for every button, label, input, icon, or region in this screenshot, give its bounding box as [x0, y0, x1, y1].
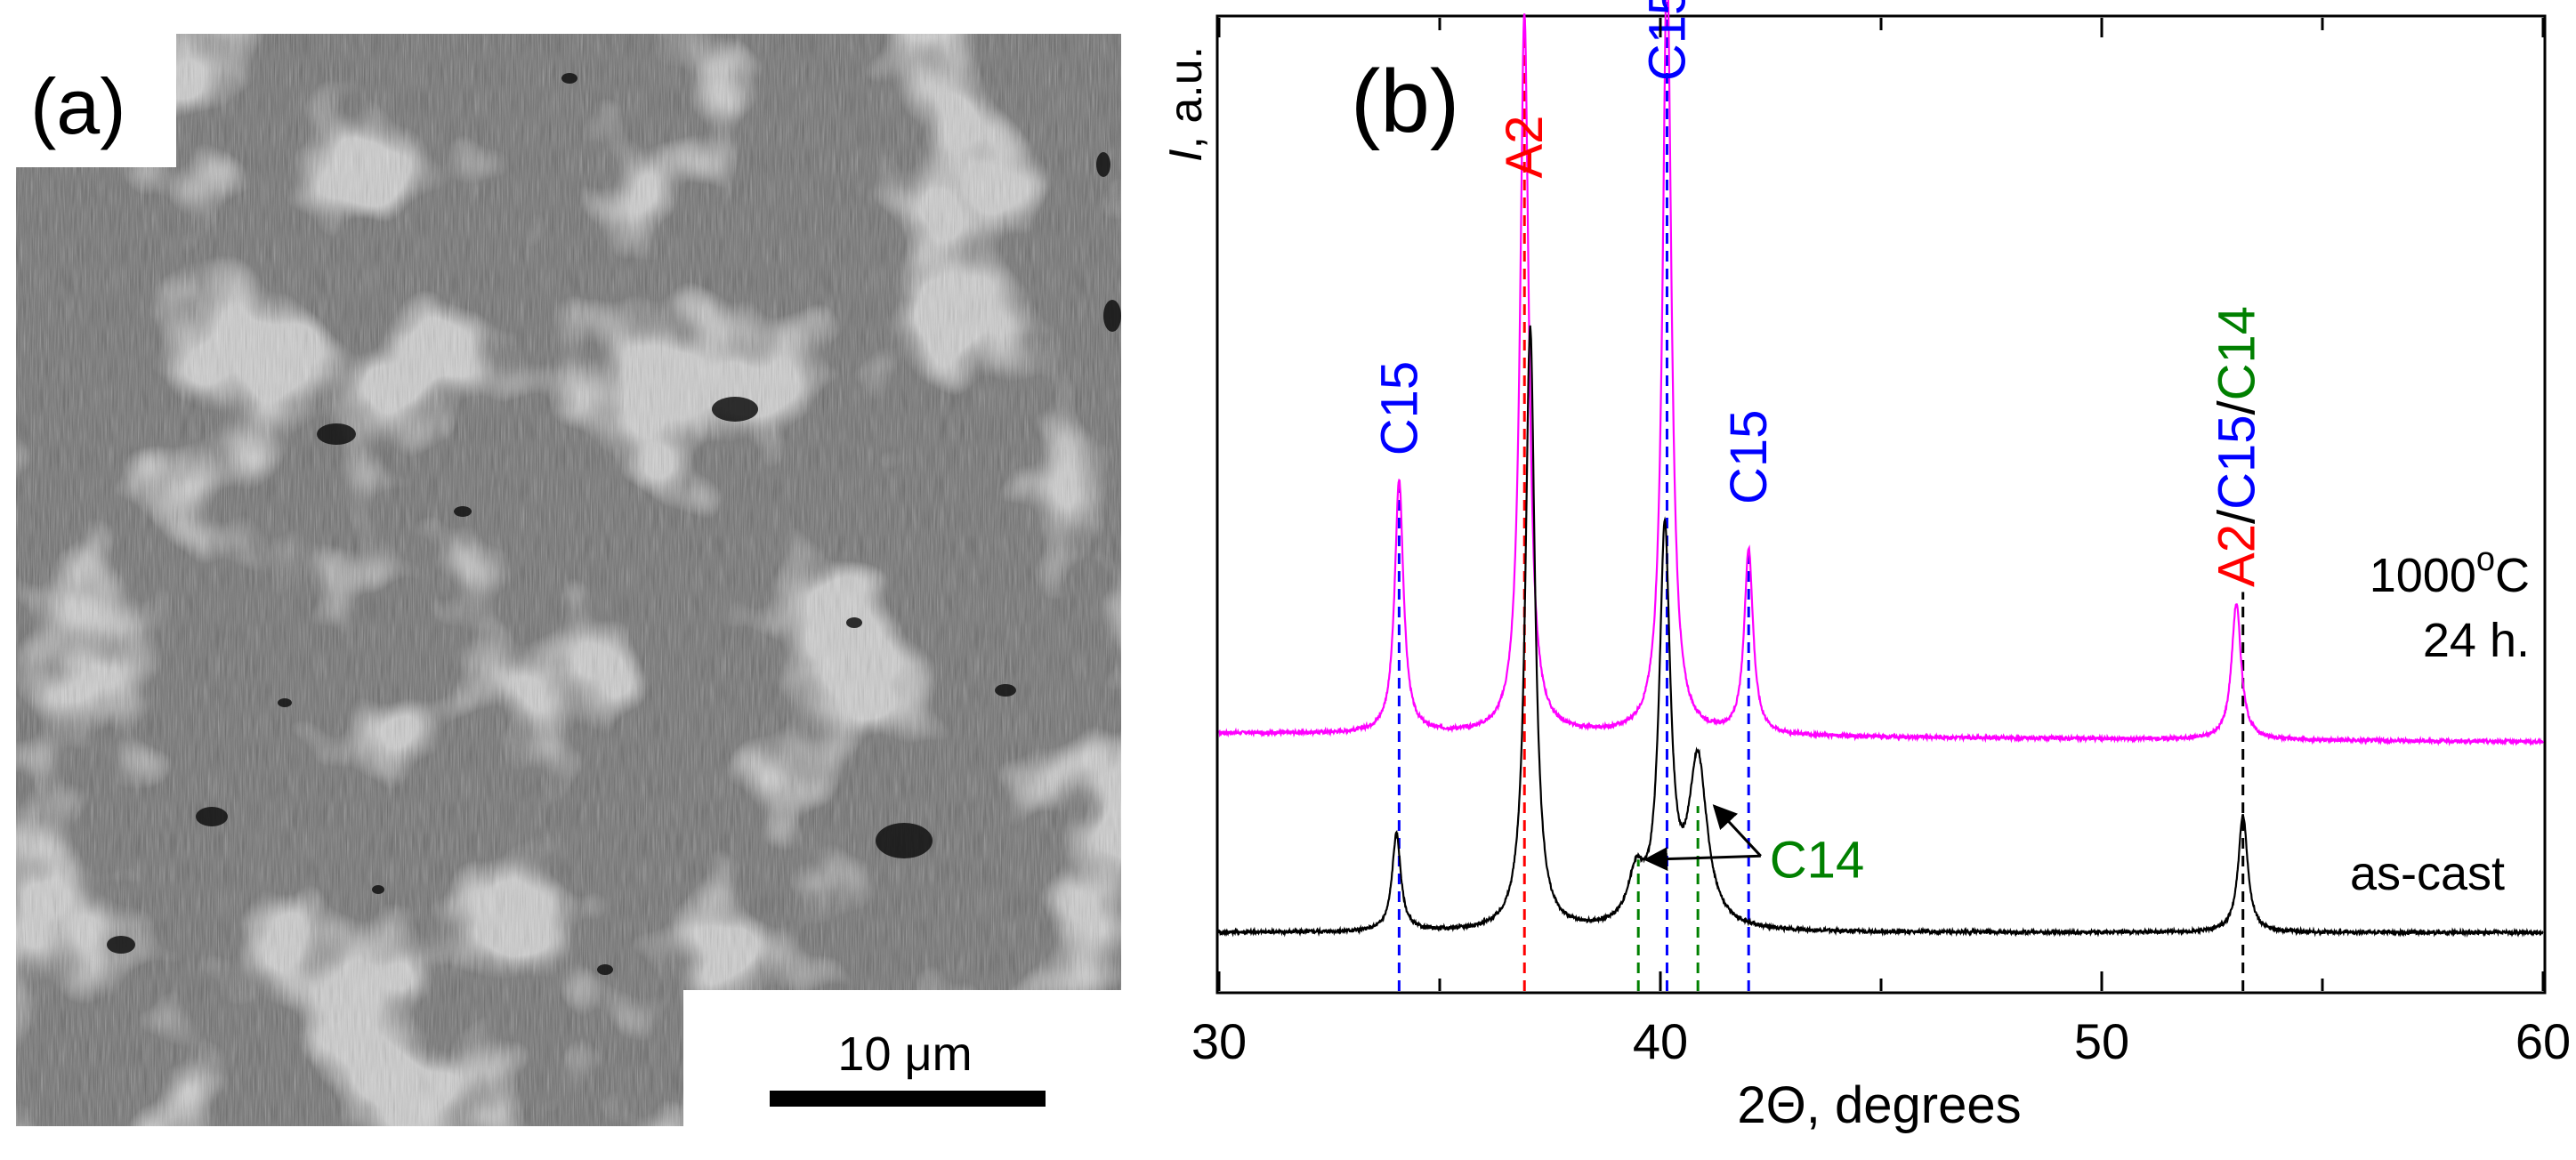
panel-a-label: (a)	[30, 62, 126, 150]
c14-callout-arrows	[1643, 804, 1762, 872]
series-label-ascast: as-cast	[2350, 847, 2505, 900]
peak-label-2-part-0: C15	[1638, 0, 1696, 81]
scale-bar	[770, 1091, 1046, 1107]
peak-label-4-part-3: /	[2208, 400, 2265, 415]
c14-callout-label: C14	[1770, 831, 1864, 889]
y-axis-label-rest: , a.u.	[1160, 46, 1212, 149]
peak-label-1: A2	[1496, 116, 1554, 179]
c14-arrow-0	[1643, 847, 1761, 872]
peak-label-3: C15	[1720, 410, 1778, 504]
sem-texture	[16, 34, 1121, 1126]
series-label-annealed-line1: 1000oC	[2370, 541, 2530, 602]
trace-annealed	[1218, 0, 2545, 747]
series-label-annealed-temp: 1000	[2370, 549, 2476, 602]
y-axis-label-italic: I	[1160, 149, 1212, 162]
panel-a-label-box	[16, 34, 176, 167]
peak-label-2: C15	[1638, 0, 1696, 81]
traces	[1217, 0, 2545, 938]
x-tick-label: 50	[2074, 1013, 2129, 1069]
reference-lines	[1397, 0, 2245, 991]
panel-b-label: (b)	[1351, 52, 1459, 151]
sem-dark-pores	[107, 73, 1121, 975]
panel-a-micrograph	[16, 34, 1121, 1126]
x-axis-label: 2Θ, degrees	[1737, 1076, 2021, 1134]
peak-label-4: A2/C15/C14	[2208, 306, 2265, 587]
peak-label-1-part-0: A2	[1496, 116, 1554, 179]
plot-frame	[1215, 14, 2547, 995]
x-axis: 30 40 50 60	[1191, 18, 2571, 1069]
peak-label-3-part-0: C15	[1720, 410, 1778, 504]
peak-label-4-part-4: C14	[2208, 306, 2265, 400]
peak-label-4-part-1: /	[2208, 509, 2265, 524]
peak-label-0: C15	[1370, 361, 1428, 455]
series-label-annealed-degree: o	[2476, 541, 2495, 578]
series-label-annealed-line2: 24 h.	[2423, 614, 2530, 667]
x-tick-label: 30	[1191, 1013, 1247, 1069]
x-tick-label: 60	[2515, 1013, 2571, 1069]
scale-bar-label: 10 μm	[837, 1027, 972, 1081]
peak-label-4-part-2: C15	[2208, 415, 2265, 510]
x-tick-label: 40	[1633, 1013, 1688, 1069]
series-label-annealed-unit: C	[2495, 549, 2530, 602]
trace-as-cast	[1217, 325, 2544, 938]
c14-arrow-1	[1712, 804, 1762, 858]
peak-label-0-part-0: C15	[1370, 361, 1428, 455]
peak-label-4-part-0: A2	[2208, 524, 2265, 587]
y-axis-label: I, a.u.	[1160, 46, 1212, 162]
